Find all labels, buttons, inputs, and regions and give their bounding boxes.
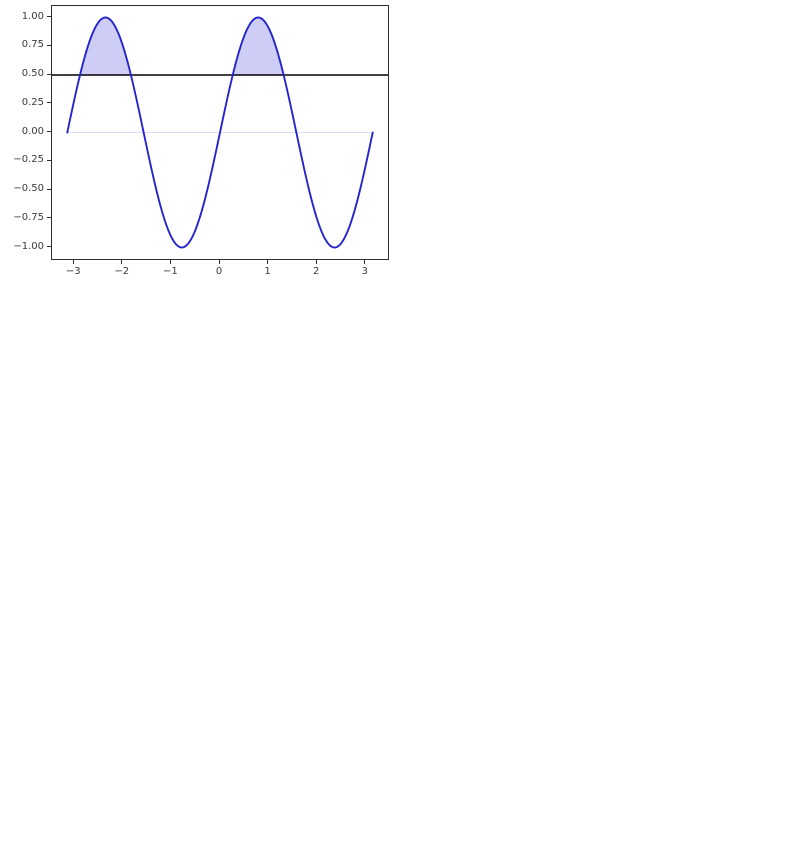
y-tick-mark bbox=[47, 131, 51, 132]
x-tick-mark bbox=[72, 260, 74, 264]
x-tick-mark bbox=[121, 260, 123, 264]
x-tick-mark bbox=[169, 260, 171, 264]
y-tick-label: 1.00 bbox=[21, 10, 44, 22]
y-tick-label: 0.75 bbox=[21, 39, 44, 51]
y-tick-mark bbox=[47, 73, 51, 75]
x-tick-mark bbox=[218, 260, 220, 264]
x-tick-label: 0 bbox=[215, 266, 223, 277]
x-tick-label: −2 bbox=[114, 266, 130, 277]
shaded-region bbox=[80, 17, 131, 75]
shaded-region bbox=[232, 17, 284, 75]
y-tick-label: −0.25 bbox=[13, 154, 44, 166]
x-tick-mark bbox=[364, 260, 366, 264]
x-tick-label: 2 bbox=[313, 266, 320, 277]
x-tick-label: −1 bbox=[163, 266, 178, 277]
y-tick-mark bbox=[47, 159, 51, 161]
y-tick-mark bbox=[47, 102, 51, 104]
y-tick-mark bbox=[47, 44, 51, 46]
sine-curve bbox=[66, 16, 374, 249]
y-tick-mark bbox=[47, 188, 51, 190]
y-tick-mark bbox=[47, 246, 51, 247]
y-tick-label: 0.25 bbox=[21, 96, 44, 108]
y-tick-label: 0.50 bbox=[21, 68, 44, 79]
plot-svg bbox=[52, 16, 388, 249]
y-tick-mark bbox=[47, 217, 51, 219]
axes-frame bbox=[51, 5, 389, 260]
y-tick-mark bbox=[47, 16, 51, 17]
x-tick-label: 1 bbox=[264, 266, 271, 277]
x-tick-mark bbox=[315, 260, 317, 264]
x-tick-mark bbox=[267, 260, 269, 264]
y-tick-label: −0.50 bbox=[13, 183, 44, 194]
x-tick-label: −3 bbox=[65, 266, 81, 277]
y-tick-label: 0.00 bbox=[21, 125, 44, 137]
chart-figure: 1.00 0.75 0.50 0.25 0.00 −0.25 −0.50 −0.75 −1.00… bbox=[0, 0, 400, 285]
y-tick-label: −1.00 bbox=[13, 240, 44, 252]
y-tick-label: −0.75 bbox=[13, 211, 44, 223]
x-tick-label: 3 bbox=[361, 266, 368, 277]
